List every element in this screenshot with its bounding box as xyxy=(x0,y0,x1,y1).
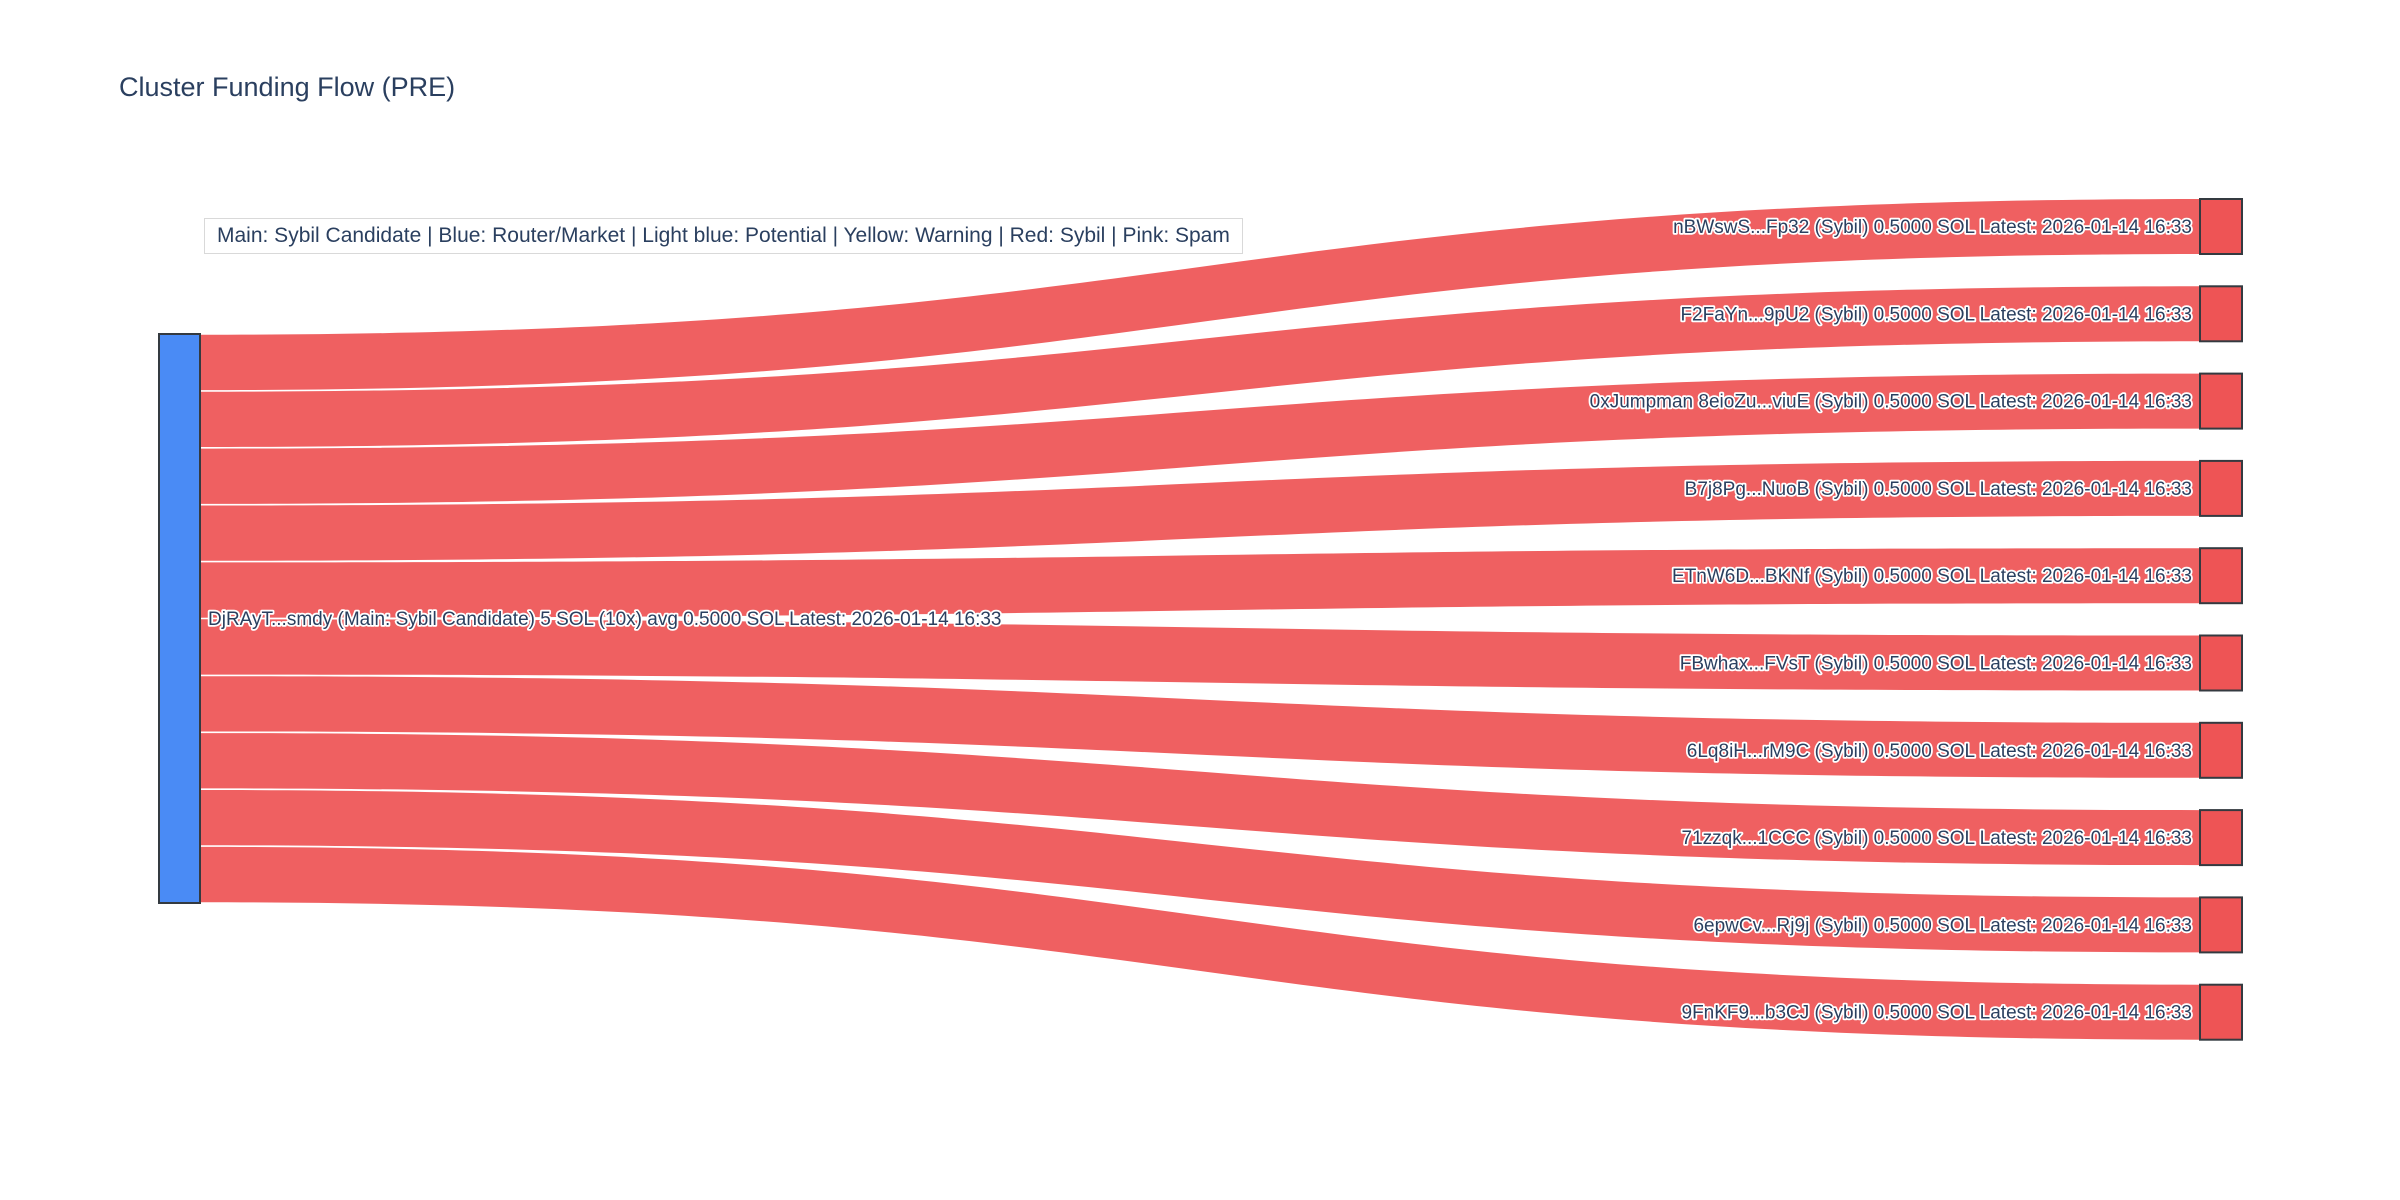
sankey-link[interactable] xyxy=(200,733,2200,866)
sankey-node-source[interactable] xyxy=(158,333,201,904)
sankey-node-target[interactable] xyxy=(2199,285,2243,343)
target-node-label: 6Lq8iH...rM9C (Sybil) 0.5000 SOL Latest:… xyxy=(1687,741,2192,762)
sankey-link[interactable] xyxy=(200,373,2200,504)
target-node-label: F2FaYn...9pU2 (Sybil) 0.5000 SOL Latest:… xyxy=(1680,304,2192,325)
sankey-node-target[interactable] xyxy=(2199,459,2243,517)
sankey-links xyxy=(200,199,2200,1040)
sankey-node-target[interactable] xyxy=(2199,809,2243,867)
sankey-link[interactable] xyxy=(200,790,2200,953)
target-node-label: 71zzqk...1CCC (Sybil) 0.5000 SOL Latest:… xyxy=(1682,828,2192,849)
legend-text: Main: Sybil Candidate | Blue: Router/Mar… xyxy=(217,224,1230,247)
target-node-label: B7j8Pg...NuoB (Sybil) 0.5000 SOL Latest:… xyxy=(1685,479,2192,500)
page-title: Cluster Funding Flow (PRE) xyxy=(119,72,456,102)
sankey-link[interactable] xyxy=(200,460,2200,561)
sankey-node-target[interactable] xyxy=(2199,721,2243,779)
sankey-node-target[interactable] xyxy=(2199,547,2243,605)
sankey-link[interactable] xyxy=(200,619,2200,691)
target-node-label: ETnW6D...BKNf (Sybil) 0.5000 SOL Latest:… xyxy=(1672,566,2192,587)
sankey-link[interactable] xyxy=(200,676,2200,778)
sankey-node-target[interactable] xyxy=(2199,983,2243,1041)
source-node-label: DjRAyT...smdy (Main: Sybil Candidate) 5 … xyxy=(208,609,1002,630)
target-node-label: 0xJumpman 8eioZu...viuE (Sybil) 0.5000 S… xyxy=(1590,392,2192,413)
target-node-label: 6epwCv...Rj9j (Sybil) 0.5000 SOL Latest:… xyxy=(1693,915,2192,936)
legend-annotation: Main: Sybil Candidate | Blue: Router/Mar… xyxy=(204,218,1243,254)
sankey-labels: nBWswS...Fp32 (Sybil) 0.5000 SOL Latest:… xyxy=(206,215,2194,1025)
target-node-label: nBWswS...Fp32 (Sybil) 0.5000 SOL Latest:… xyxy=(1673,217,2192,238)
target-node-label: 9FnKF9...b3CJ (Sybil) 0.5000 SOL Latest:… xyxy=(1682,1003,2193,1024)
sankey-node-target[interactable] xyxy=(2199,372,2243,430)
sankey-link[interactable] xyxy=(200,846,2200,1040)
sankey-node-target[interactable] xyxy=(2199,198,2243,255)
target-node-label: FBwhax...FVsT (Sybil) 0.5000 SOL Latest:… xyxy=(1680,654,2192,675)
sankey-link[interactable] xyxy=(200,548,2200,618)
sankey-node-target[interactable] xyxy=(2199,634,2243,692)
sankey-node-target[interactable] xyxy=(2199,896,2243,954)
sankey-nodes xyxy=(158,198,2243,1041)
sankey-link[interactable] xyxy=(200,199,2200,391)
sankey-link[interactable] xyxy=(200,286,2200,447)
